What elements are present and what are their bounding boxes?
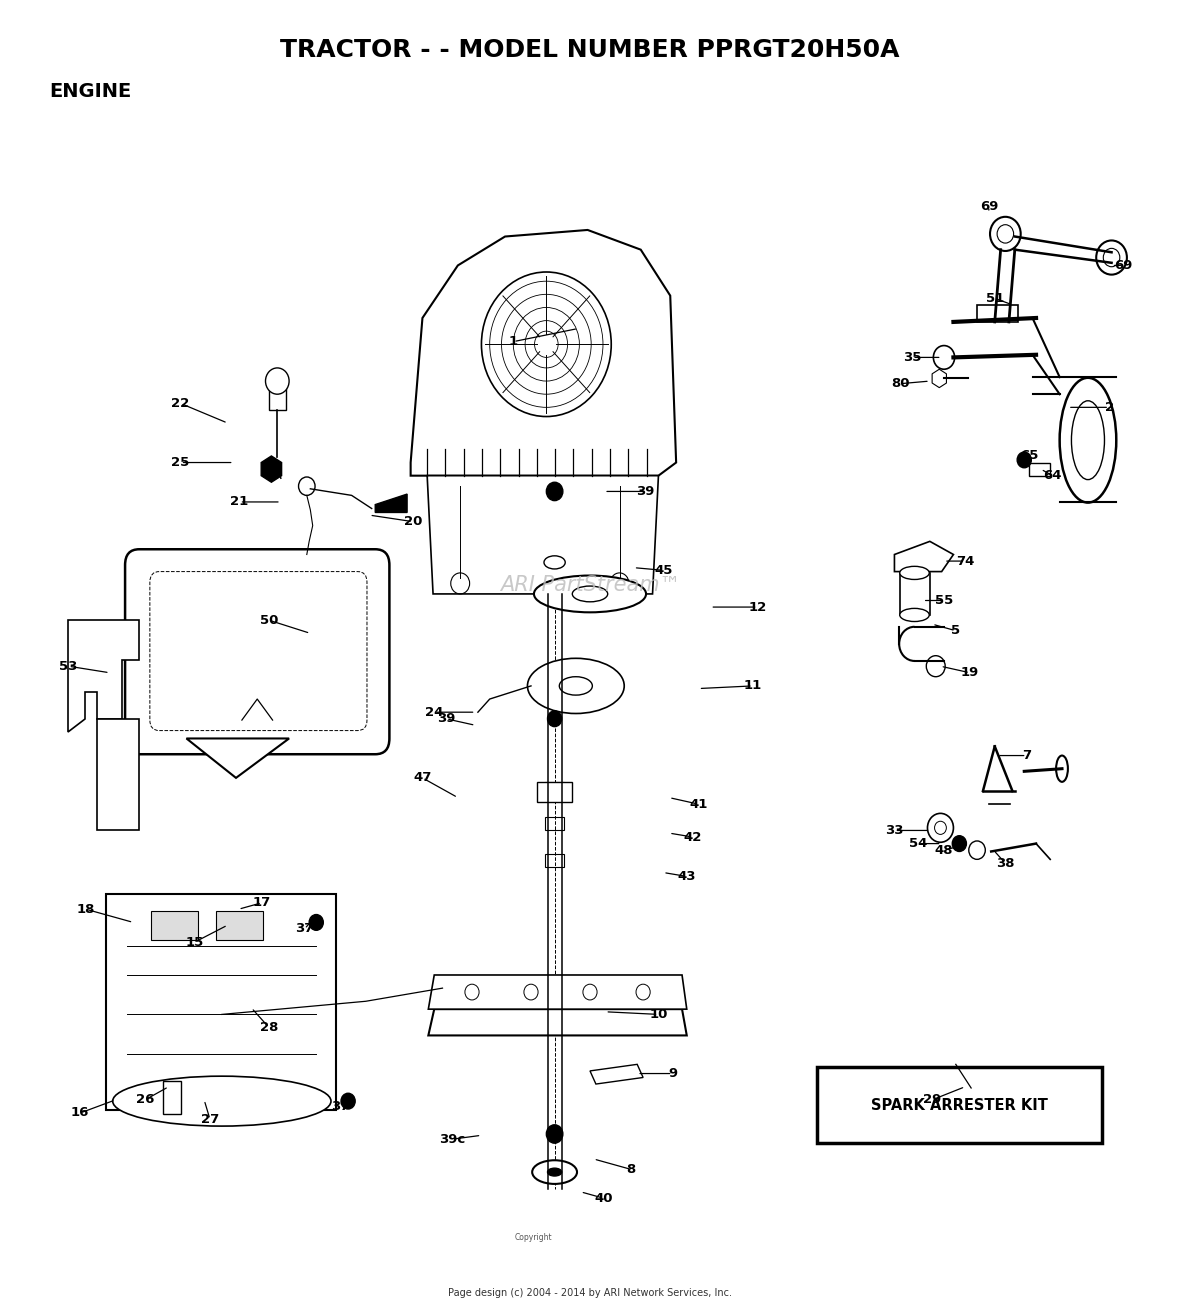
Text: 26: 26 (136, 1093, 155, 1106)
Ellipse shape (527, 658, 624, 714)
Text: 74: 74 (956, 555, 975, 568)
Text: 55: 55 (935, 594, 953, 607)
Text: 39: 39 (437, 712, 455, 725)
Ellipse shape (1056, 756, 1068, 782)
Text: 80: 80 (891, 377, 910, 390)
Text: 15: 15 (185, 936, 204, 949)
FancyBboxPatch shape (125, 549, 389, 754)
Text: 20: 20 (404, 515, 422, 528)
Text: 43: 43 (677, 870, 696, 883)
Polygon shape (894, 541, 953, 572)
Bar (545, 854, 564, 867)
Text: 1: 1 (509, 335, 518, 348)
Text: 25: 25 (171, 456, 190, 469)
Circle shape (546, 1125, 563, 1143)
Text: 21: 21 (230, 495, 249, 509)
Text: 38: 38 (996, 857, 1015, 870)
Circle shape (1017, 452, 1031, 468)
Text: 48: 48 (935, 844, 953, 857)
Text: ARI PartStream™: ARI PartStream™ (500, 574, 680, 595)
Text: 64: 64 (1043, 469, 1062, 482)
Text: 24: 24 (425, 706, 444, 719)
Circle shape (341, 1093, 355, 1109)
Text: 54: 54 (909, 837, 927, 850)
Bar (817, 1067, 1102, 1143)
Text: 42: 42 (683, 830, 702, 844)
Ellipse shape (548, 1168, 562, 1176)
Polygon shape (428, 1009, 687, 1035)
Ellipse shape (1060, 378, 1116, 502)
Text: 33: 33 (885, 824, 904, 837)
Bar (537, 782, 572, 802)
Text: 45: 45 (654, 564, 673, 577)
Circle shape (548, 711, 562, 727)
Text: 19: 19 (961, 666, 979, 679)
Ellipse shape (899, 566, 930, 579)
Circle shape (481, 272, 611, 417)
Circle shape (952, 836, 966, 851)
Text: 39c: 39c (439, 1133, 465, 1146)
Text: 11: 11 (743, 679, 762, 692)
Text: 2: 2 (1104, 401, 1114, 414)
Text: 27: 27 (201, 1113, 219, 1126)
Text: 28: 28 (260, 1021, 278, 1034)
Ellipse shape (533, 576, 647, 612)
Bar (977, 305, 1018, 322)
Bar (545, 817, 564, 830)
Text: 37: 37 (330, 1100, 349, 1113)
Text: 65: 65 (1020, 449, 1038, 463)
Circle shape (266, 368, 289, 394)
Text: 12: 12 (748, 600, 767, 614)
Text: 10: 10 (649, 1008, 668, 1021)
Text: 35: 35 (903, 351, 922, 364)
Bar (269, 386, 286, 410)
Text: 29: 29 (923, 1093, 942, 1106)
Text: 22: 22 (171, 397, 190, 410)
Bar (545, 782, 564, 795)
Text: 40: 40 (595, 1192, 614, 1205)
Polygon shape (375, 494, 407, 512)
Text: 17: 17 (253, 896, 271, 909)
Bar (216, 911, 263, 940)
Circle shape (309, 915, 323, 930)
Text: 50: 50 (260, 614, 278, 627)
Polygon shape (411, 230, 676, 476)
Text: Copyright: Copyright (514, 1234, 552, 1242)
Ellipse shape (899, 608, 930, 622)
Ellipse shape (113, 1076, 330, 1126)
Bar (163, 1081, 181, 1114)
Text: 5: 5 (951, 624, 961, 637)
Polygon shape (186, 738, 289, 778)
Text: Page design (c) 2004 - 2014 by ARI Network Services, Inc.: Page design (c) 2004 - 2014 by ARI Netwo… (448, 1288, 732, 1298)
Text: 69: 69 (1114, 259, 1133, 272)
Text: SPARK ARRESTER KIT: SPARK ARRESTER KIT (871, 1097, 1048, 1113)
Polygon shape (68, 620, 139, 732)
Text: 7: 7 (1022, 749, 1031, 762)
Text: TRACTOR - - MODEL NUMBER PPRGT20H50A: TRACTOR - - MODEL NUMBER PPRGT20H50A (281, 38, 899, 62)
Text: 47: 47 (413, 771, 432, 784)
Text: 18: 18 (77, 903, 96, 916)
Text: 69: 69 (979, 200, 998, 213)
Bar (1029, 463, 1050, 476)
Text: 8: 8 (627, 1163, 636, 1176)
Polygon shape (106, 894, 336, 1110)
Text: 39: 39 (636, 485, 655, 498)
Circle shape (546, 482, 563, 501)
Text: 37: 37 (295, 922, 314, 936)
Text: 9: 9 (668, 1067, 677, 1080)
Text: 51: 51 (985, 292, 1004, 305)
Bar (900, 573, 930, 615)
Polygon shape (427, 476, 658, 594)
Text: ENGINE: ENGINE (50, 83, 132, 101)
Text: 41: 41 (689, 798, 708, 811)
Text: 16: 16 (71, 1106, 90, 1120)
Polygon shape (428, 975, 687, 1009)
Polygon shape (97, 719, 139, 830)
Bar (151, 911, 198, 940)
Text: 53: 53 (59, 660, 78, 673)
Ellipse shape (532, 1160, 577, 1184)
Ellipse shape (544, 556, 565, 569)
